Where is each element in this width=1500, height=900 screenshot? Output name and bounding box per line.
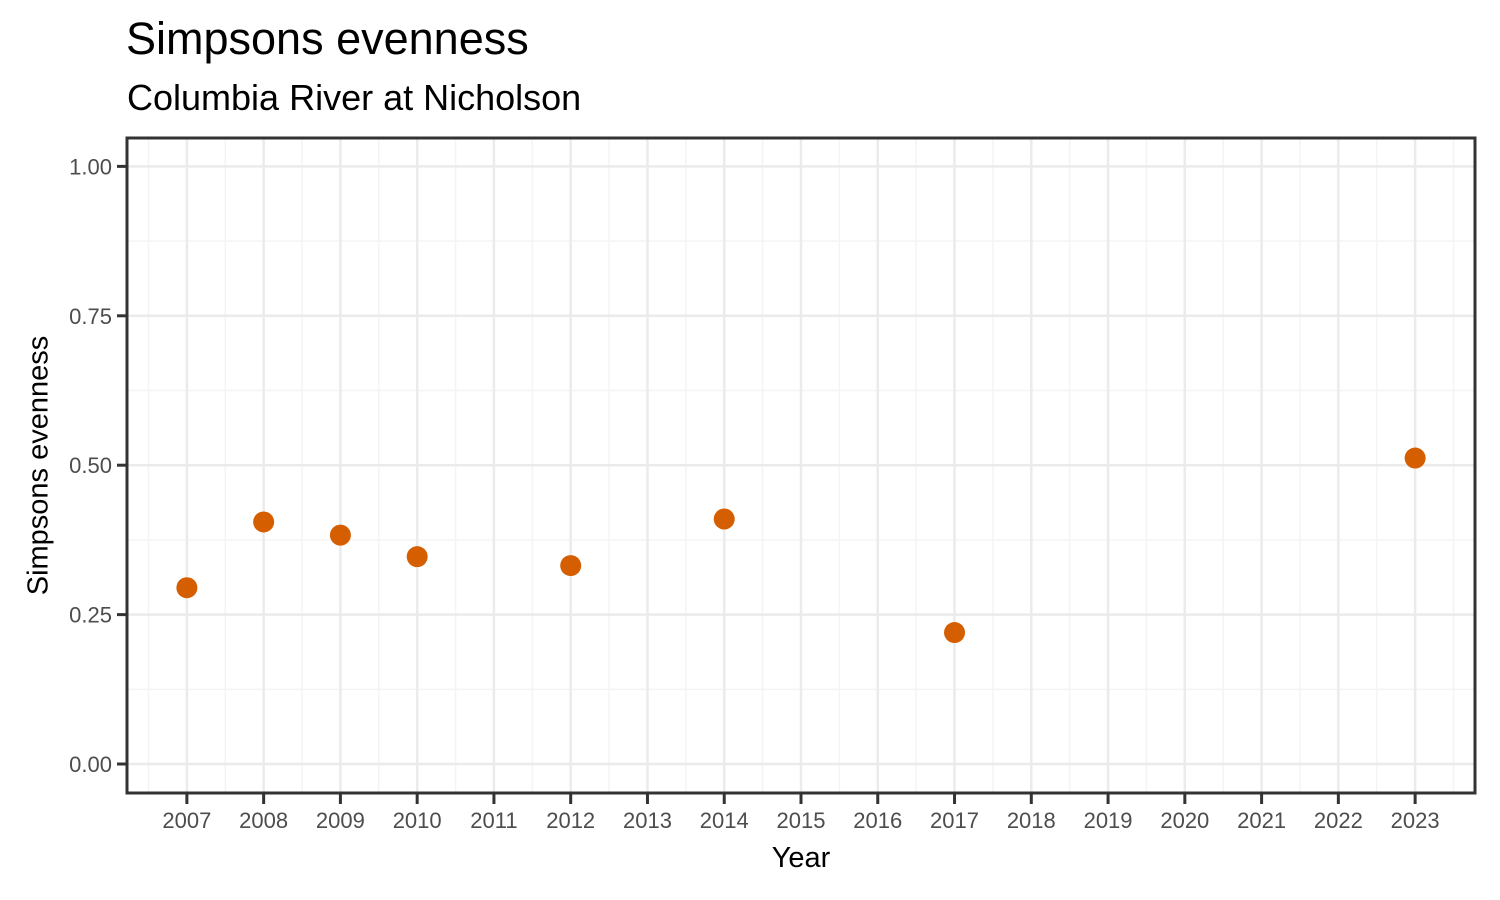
data-point-2009 (329, 524, 351, 546)
chart-title: Simpsons evenness (126, 13, 529, 64)
y-tick-label: 0.75 (69, 304, 112, 329)
panel-border (125, 136, 1477, 795)
data-point-2023 (1404, 447, 1426, 469)
data-point-2010 (406, 546, 428, 568)
data-point-2014 (713, 508, 735, 530)
x-tick-label: 2016 (853, 808, 902, 833)
data-point-2008 (253, 511, 275, 533)
x-axis-title: Year (771, 842, 831, 874)
y-tick-label: 1.00 (69, 154, 112, 179)
x-tick-label: 2009 (316, 808, 365, 833)
x-tick-label: 2020 (1160, 808, 1209, 833)
x-tick-label: 2021 (1237, 808, 1286, 833)
y-tick-label: 0.00 (69, 752, 112, 777)
x-tick-label: 2019 (1084, 808, 1133, 833)
x-tick-label: 2013 (623, 808, 672, 833)
data-point-2012 (560, 555, 582, 577)
x-tick-label: 2011 (470, 808, 517, 833)
x-tick-label: 2008 (239, 808, 288, 833)
x-tick-label: 2012 (546, 808, 595, 833)
x-tick-label: 2018 (1007, 808, 1056, 833)
y-tick-label: 0.50 (69, 453, 112, 478)
data-point-2017 (944, 622, 966, 644)
data-point-2007 (176, 577, 198, 599)
x-tick-label: 2007 (162, 808, 211, 833)
x-tick-label: 2023 (1391, 808, 1440, 833)
y-tick-label: 0.25 (69, 603, 112, 628)
x-tick-label: 2010 (393, 808, 442, 833)
x-tick-label: 2014 (700, 808, 749, 833)
x-tick-label: 2015 (777, 808, 826, 833)
chart-subtitle: Columbia River at Nicholson (127, 77, 582, 118)
x-tick-label: 2017 (930, 808, 979, 833)
x-tick-label: 2022 (1314, 808, 1363, 833)
